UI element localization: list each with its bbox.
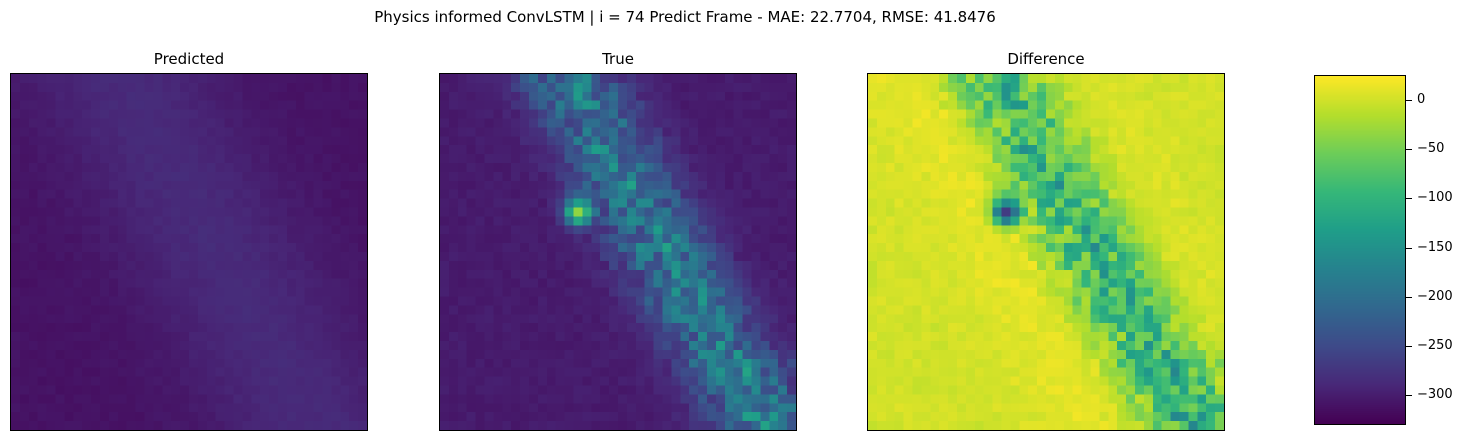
true-panel-title: True [602,50,634,68]
colorbar-tick-mark [1406,198,1412,200]
colorbar-tick-label: −250 [1417,338,1453,354]
true-heatmap [439,73,797,431]
predicted-heatmap-canvas [11,74,367,430]
colorbar-tick-label: −200 [1417,288,1453,304]
colorbar-tick-mark [1406,99,1412,101]
predicted-heatmap [10,73,368,431]
colorbar-tick-label: 0 [1417,91,1426,107]
difference-heatmap-canvas [868,74,1224,430]
colorbar-tick-label: −50 [1417,140,1445,156]
colorbar-tick-mark [1406,395,1412,397]
colorbar-tick-label: −150 [1417,239,1453,255]
true-heatmap-canvas [440,74,796,430]
colorbar [1314,75,1406,425]
difference-panel-title: Difference [1007,50,1085,68]
colorbar-gradient [1315,76,1405,424]
predicted-panel-title: Predicted [153,50,225,68]
colorbar-tick-mark [1406,346,1412,348]
colorbar-tick-mark [1406,296,1412,298]
colorbar-tick-mark [1406,247,1412,249]
colorbar-tick-mark [1406,148,1412,150]
colorbar-tick-label: −300 [1417,387,1453,403]
difference-heatmap [867,73,1225,431]
figure-suptitle: Physics informed ConvLSTM | i = 74 Predi… [374,8,996,26]
colorbar-tick-label: −100 [1417,190,1453,206]
